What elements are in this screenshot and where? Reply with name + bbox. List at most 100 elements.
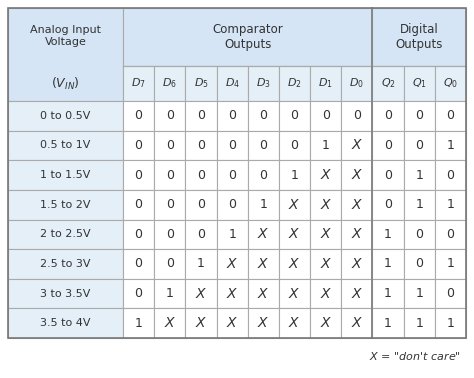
Bar (217, 101, 248, 131)
Bar (435, 131, 466, 160)
Bar (310, 249, 341, 279)
Text: $D_5$: $D_5$ (193, 77, 209, 90)
Bar (373, 101, 404, 131)
Text: $\mathit{X}$: $\mathit{X}$ (195, 287, 207, 301)
Text: 0: 0 (135, 198, 143, 211)
Bar (8, 8, 123, 101)
Text: 1: 1 (291, 169, 299, 181)
Text: 0: 0 (415, 257, 423, 270)
Bar (341, 160, 373, 190)
Text: 0: 0 (415, 228, 423, 241)
Bar (404, 66, 435, 101)
Bar (248, 220, 279, 249)
Bar (8, 308, 123, 338)
Bar (123, 66, 154, 101)
Text: 0: 0 (384, 109, 392, 122)
Text: 1: 1 (415, 287, 423, 300)
Bar (185, 131, 217, 160)
Bar (404, 308, 435, 338)
Text: 0: 0 (384, 169, 392, 181)
Text: 1: 1 (447, 257, 455, 270)
Text: 0: 0 (322, 109, 330, 122)
Bar (248, 160, 279, 190)
Text: $D_4$: $D_4$ (225, 77, 240, 90)
Text: 3.5 to 4V: 3.5 to 4V (40, 318, 91, 328)
Bar (435, 220, 466, 249)
Bar (185, 308, 217, 338)
Bar (435, 279, 466, 308)
Bar (404, 249, 435, 279)
Text: 0: 0 (415, 109, 423, 122)
Bar (248, 249, 279, 279)
Text: 0: 0 (259, 109, 267, 122)
Text: 0: 0 (291, 139, 299, 152)
Bar (373, 249, 404, 279)
Bar (248, 308, 279, 338)
Bar (185, 66, 217, 101)
Bar (154, 279, 185, 308)
Text: $\mathit{X}$: $\mathit{X}$ (288, 257, 301, 271)
Text: $\mathit{X}$: $\mathit{X}$ (351, 227, 363, 241)
Text: $\mathit{X}$: $\mathit{X}$ (351, 198, 363, 212)
Text: 0: 0 (166, 139, 174, 152)
Text: 1 to 1.5V: 1 to 1.5V (40, 170, 91, 180)
Bar (185, 160, 217, 190)
Bar (217, 220, 248, 249)
Bar (154, 249, 185, 279)
Bar (279, 101, 310, 131)
Text: 0: 0 (135, 228, 143, 241)
Bar (279, 220, 310, 249)
Bar (404, 160, 435, 190)
Text: 1: 1 (166, 287, 173, 300)
Bar (373, 190, 404, 220)
Text: $D_1$: $D_1$ (318, 77, 333, 90)
Text: 0: 0 (228, 109, 236, 122)
Text: 0: 0 (135, 109, 143, 122)
Bar (341, 66, 373, 101)
Text: $\mathit{X}$: $\mathit{X}$ (351, 168, 363, 182)
Bar (404, 190, 435, 220)
Text: 0: 0 (384, 139, 392, 152)
Bar (8, 160, 123, 190)
Bar (373, 131, 404, 160)
Text: 3 to 3.5V: 3 to 3.5V (40, 288, 91, 299)
Bar (217, 279, 248, 308)
Bar (123, 249, 154, 279)
Text: 0: 0 (384, 198, 392, 211)
Text: 0: 0 (135, 287, 143, 300)
Text: 1: 1 (135, 317, 143, 330)
Bar (123, 279, 154, 308)
Text: 1: 1 (447, 317, 455, 330)
Bar (154, 66, 185, 101)
Bar (154, 101, 185, 131)
Bar (341, 249, 373, 279)
Text: 0: 0 (197, 198, 205, 211)
Text: 0: 0 (166, 169, 174, 181)
Bar (435, 308, 466, 338)
Bar (373, 66, 404, 101)
Text: 2 to 2.5V: 2 to 2.5V (40, 229, 91, 239)
Text: $\mathit{X}$: $\mathit{X}$ (257, 257, 270, 271)
Bar (279, 279, 310, 308)
Bar (435, 160, 466, 190)
Bar (123, 308, 154, 338)
Bar (217, 308, 248, 338)
Text: 1.5 to 2V: 1.5 to 2V (40, 200, 91, 210)
Text: 0: 0 (228, 169, 236, 181)
Text: $\mathit{X}$: $\mathit{X}$ (351, 257, 363, 271)
Bar (248, 131, 279, 160)
Bar (217, 131, 248, 160)
Bar (185, 101, 217, 131)
Bar (154, 220, 185, 249)
Bar (310, 160, 341, 190)
Text: 1: 1 (384, 228, 392, 241)
Bar (310, 220, 341, 249)
Bar (123, 220, 154, 249)
Text: 0: 0 (166, 109, 174, 122)
Bar (154, 160, 185, 190)
Text: 0: 0 (135, 139, 143, 152)
Text: 0: 0 (353, 109, 361, 122)
Bar (8, 220, 123, 249)
Text: $(V_{IN})$: $(V_{IN})$ (51, 76, 80, 91)
Bar (279, 308, 310, 338)
